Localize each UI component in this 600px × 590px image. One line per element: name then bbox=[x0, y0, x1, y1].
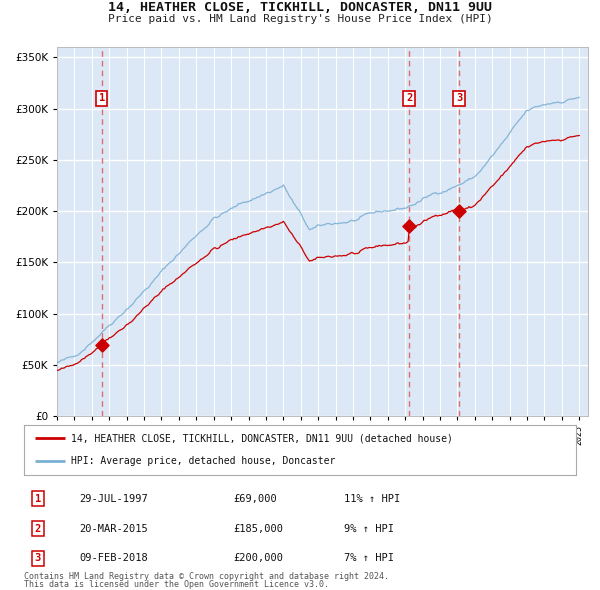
Text: 1: 1 bbox=[98, 93, 105, 103]
Text: HPI: Average price, detached house, Doncaster: HPI: Average price, detached house, Donc… bbox=[71, 457, 335, 467]
Text: Price paid vs. HM Land Registry's House Price Index (HPI): Price paid vs. HM Land Registry's House … bbox=[107, 14, 493, 24]
Text: 7% ↑ HPI: 7% ↑ HPI bbox=[344, 553, 394, 563]
Text: 3: 3 bbox=[456, 93, 462, 103]
Point bbox=[454, 206, 464, 216]
Text: 2: 2 bbox=[406, 93, 412, 103]
Text: 3: 3 bbox=[35, 553, 41, 563]
Text: £69,000: £69,000 bbox=[234, 494, 278, 504]
Text: 29-JUL-1997: 29-JUL-1997 bbox=[79, 494, 148, 504]
Text: 09-FEB-2018: 09-FEB-2018 bbox=[79, 553, 148, 563]
Text: 11% ↑ HPI: 11% ↑ HPI bbox=[344, 494, 400, 504]
Point bbox=[97, 340, 107, 350]
Text: 1: 1 bbox=[35, 494, 41, 504]
Text: 14, HEATHER CLOSE, TICKHILL, DONCASTER, DN11 9UU: 14, HEATHER CLOSE, TICKHILL, DONCASTER, … bbox=[108, 1, 492, 14]
Point bbox=[404, 222, 414, 231]
Text: £185,000: £185,000 bbox=[234, 524, 284, 533]
Text: 2: 2 bbox=[35, 524, 41, 533]
Text: 20-MAR-2015: 20-MAR-2015 bbox=[79, 524, 148, 533]
Text: Contains HM Land Registry data © Crown copyright and database right 2024.: Contains HM Land Registry data © Crown c… bbox=[24, 572, 389, 581]
Text: 14, HEATHER CLOSE, TICKHILL, DONCASTER, DN11 9UU (detached house): 14, HEATHER CLOSE, TICKHILL, DONCASTER, … bbox=[71, 433, 453, 443]
Text: 9% ↑ HPI: 9% ↑ HPI bbox=[344, 524, 394, 533]
Text: £200,000: £200,000 bbox=[234, 553, 284, 563]
Text: This data is licensed under the Open Government Licence v3.0.: This data is licensed under the Open Gov… bbox=[24, 580, 329, 589]
